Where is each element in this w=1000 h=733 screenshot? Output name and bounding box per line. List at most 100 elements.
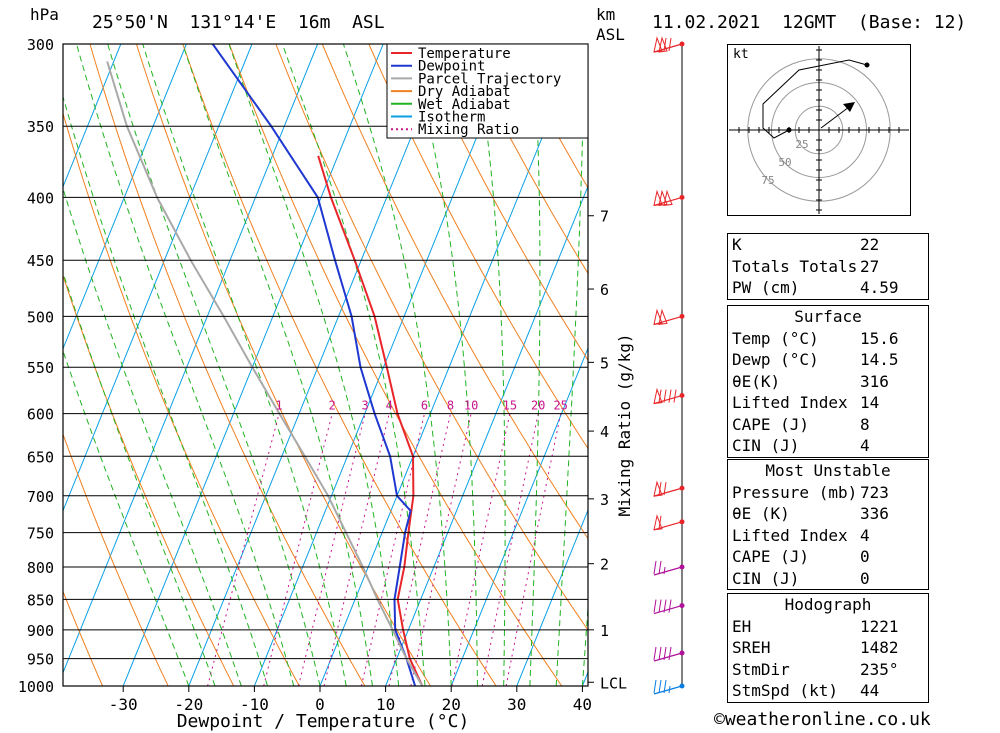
dewpoint-line [211, 44, 417, 686]
index-row: EH 1221 [728, 616, 928, 638]
index-value: 14.5 [860, 350, 899, 369]
x-tick-label: 10 [376, 695, 395, 714]
mixing-ratio-label: 2 [329, 399, 336, 413]
x-tick-label: 20 [442, 695, 461, 714]
index-label: SREH [732, 638, 771, 657]
mixing-ratio-line [323, 413, 390, 686]
index-row: Totals Totals 27 [728, 256, 928, 278]
index-row: StmDir 235° [728, 659, 928, 681]
index-value: 723 [860, 482, 889, 502]
storm-motion-arrowhead [843, 102, 855, 112]
wind-barb [653, 560, 685, 576]
km-tick-label: 7 [600, 208, 609, 226]
dry-adiabat-line [414, 44, 588, 362]
mixing-ratio-line [263, 413, 333, 686]
wind-barb [653, 480, 685, 497]
index-value: 0 [860, 568, 870, 588]
index-row: θE(K) 316 [728, 371, 928, 393]
index-row: StmSpd (kt) 44 [728, 680, 928, 702]
hodograph-ring-label: 50 [778, 156, 791, 169]
mixing-ratio-label: 25 [553, 399, 567, 413]
index-value: 316 [860, 371, 889, 391]
pressure-unit-label: hPa [30, 5, 59, 24]
index-row: SREH 1482 [728, 637, 928, 659]
x-tick-label: -20 [174, 695, 203, 714]
index-row: Dewp (°C) 14.5 [728, 349, 928, 371]
km-tick-label: 5 [600, 354, 609, 372]
index-value: 14 [860, 393, 880, 412]
pressure-tick-label: 700 [27, 488, 54, 506]
index-label: StmDir [732, 659, 790, 679]
mixing-ratio-axis-label: Mixing Ratio (g/kg) [615, 333, 634, 516]
index-value: 8 [860, 414, 870, 434]
index-row: CAPE (J) 8 [728, 414, 928, 436]
mixing-ratio-label: 6 [421, 399, 428, 413]
index-value: 4 [860, 436, 870, 455]
km-tick-label: 1 [600, 622, 609, 640]
dry-adiabat-line [63, 432, 169, 686]
isotherm-line [516, 508, 588, 686]
surface-table: Surface Temp (°C) 15.6 Dewp (°C) 14.5 θE(K) 3… [727, 305, 929, 458]
isotherm-line [63, 44, 319, 674]
hodograph-stats-title: Hodograph [784, 595, 872, 614]
index-row: Lifted Index 14 [728, 392, 928, 414]
mixing-ratio-line [207, 413, 280, 686]
wind-barb [653, 679, 685, 695]
isotherm-line [253, 44, 515, 686]
index-row: CAPE (J) 0 [728, 546, 928, 568]
legend-box [386, 43, 589, 139]
km-tick-label: 3 [600, 491, 609, 509]
hodograph-surface-point [786, 127, 792, 133]
index-row: Pressure (mb) 723 [728, 482, 928, 504]
index-value: 0 [860, 547, 870, 566]
wet-adiabat-line [76, 44, 295, 686]
hodograph-trace [762, 59, 868, 139]
most-unstable-title: Most Unstable [765, 461, 891, 480]
indices-table: K 22 Totals Totals 27 PW (cm) 4.59 [727, 233, 929, 300]
index-label: CIN (J) [732, 568, 800, 588]
pressure-tick-label: 400 [27, 189, 54, 207]
wet-adiabat-line [281, 44, 426, 686]
credit-link[interactable]: ©weatheronline.co.uk [714, 709, 931, 730]
wind-barb [653, 308, 685, 325]
index-label: Lifted Index [732, 393, 848, 412]
wet-adiabat-line [408, 44, 478, 686]
index-value: 15.6 [860, 328, 899, 348]
x-tick-label: 40 [573, 695, 592, 714]
index-value: 27 [860, 256, 880, 276]
pressure-tick-label: 850 [27, 591, 54, 609]
km-unit-label: km [596, 5, 615, 24]
dry-adiabat-line [927, 44, 1000, 686]
x-tick-label: 30 [507, 695, 526, 714]
x-tick-label: -10 [240, 695, 269, 714]
wet-adiabat-line [63, 349, 190, 686]
index-label: θE (K) [732, 504, 790, 523]
dry-adiabat-line [461, 44, 588, 275]
index-value: 1482 [860, 638, 899, 657]
mixing-ratio-label: 4 [386, 399, 393, 413]
isotherm-line [385, 184, 588, 686]
legend-item-label: Mixing Ratio [418, 122, 519, 138]
index-value: 336 [860, 504, 889, 523]
wind-barb [653, 387, 685, 405]
wind-barb [653, 599, 685, 615]
dry-adiabat-line [321, 44, 588, 540]
index-row: Lifted Index 4 [728, 525, 928, 547]
pressure-tick-label: 300 [27, 36, 54, 54]
pressure-tick-label: 600 [27, 406, 54, 424]
pressure-tick-label: 800 [27, 559, 54, 577]
pressure-tick-label: 900 [27, 622, 54, 640]
pressure-tick-label: 950 [27, 651, 54, 669]
x-tick-label: -30 [109, 695, 138, 714]
mixing-ratio-label: 15 [503, 399, 517, 413]
legend-item-label: Wet Adiabat [418, 97, 511, 113]
isotherm-line [319, 44, 581, 686]
mixing-ratio-label: 3 [361, 399, 368, 413]
km-tick-label: 2 [600, 556, 609, 574]
index-value: 1221 [860, 616, 899, 636]
index-row: K 22 [728, 234, 928, 256]
legend-item-label: Parcel Trajectory [418, 71, 561, 87]
index-value: 4 [860, 525, 870, 545]
